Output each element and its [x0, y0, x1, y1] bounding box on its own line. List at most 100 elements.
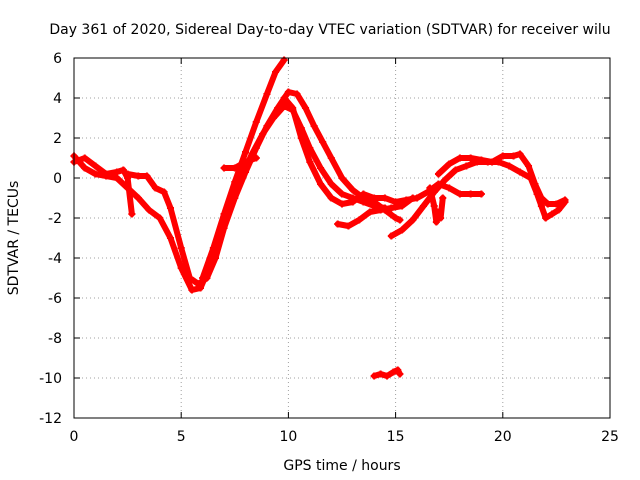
- data-point: [510, 152, 518, 160]
- y-tick-label: -6: [48, 291, 62, 307]
- x-tick-label: 20: [494, 429, 512, 445]
- chart-title: Day 361 of 2020, Sidereal Day-to-day VTE…: [49, 22, 610, 38]
- x-tick-label: 25: [601, 429, 619, 445]
- data-point: [561, 196, 569, 204]
- data-point: [387, 204, 395, 212]
- data-point: [456, 190, 464, 198]
- data-point: [317, 180, 325, 188]
- data-point: [531, 180, 539, 188]
- y-tick-label: -10: [39, 371, 62, 387]
- grid: [74, 58, 610, 418]
- data-point: [151, 184, 159, 192]
- data-point: [160, 188, 168, 196]
- data-point: [280, 94, 288, 102]
- data-point: [113, 168, 121, 176]
- data-point: [555, 206, 563, 214]
- data-point: [398, 202, 406, 210]
- data-point: [194, 280, 202, 288]
- data-point: [124, 170, 132, 178]
- data-point: [199, 274, 207, 282]
- series-track-d: [199, 56, 288, 282]
- y-tick-label: 4: [53, 91, 62, 107]
- data-point: [349, 186, 357, 194]
- data-point: [284, 88, 292, 96]
- series-line: [124, 89, 403, 287]
- data-point: [439, 194, 447, 202]
- data-point: [177, 264, 185, 272]
- data-point: [319, 138, 327, 146]
- data-point: [370, 194, 378, 202]
- data-point: [143, 172, 151, 180]
- data-point: [452, 166, 460, 174]
- data-point: [91, 170, 99, 178]
- y-tick-label: -4: [48, 251, 62, 267]
- data-point: [544, 200, 552, 208]
- data-point: [477, 190, 485, 198]
- series-track-g: [334, 194, 417, 230]
- data-point: [525, 162, 533, 170]
- data-point: [327, 154, 335, 162]
- data-point: [377, 206, 385, 214]
- data-point: [220, 164, 228, 172]
- data-point: [242, 148, 250, 156]
- y-tick-label: -8: [48, 331, 62, 347]
- data-point: [102, 170, 110, 178]
- data-point: [349, 198, 357, 206]
- axis-ticks: 0 5 10 15 20 25 -12 -10 -8 -6 -4 -2 0 2 4 6: [39, 51, 619, 445]
- plot-frame: [73, 57, 611, 419]
- data-point: [552, 200, 560, 208]
- data-point: [293, 90, 301, 98]
- data-point: [212, 254, 220, 262]
- x-tick-label: 0: [70, 429, 79, 445]
- series-track-f: [220, 154, 260, 172]
- data-point: [231, 178, 239, 186]
- data-point: [91, 162, 99, 170]
- series-line: [221, 155, 260, 171]
- data-point: [297, 134, 305, 142]
- data-point: [113, 174, 121, 182]
- data-point: [166, 234, 174, 242]
- data-point: [537, 202, 545, 210]
- data-point: [394, 366, 402, 374]
- data-point: [537, 194, 545, 202]
- data-point: [359, 190, 367, 198]
- data-point: [338, 174, 346, 182]
- data-point: [516, 168, 524, 176]
- data-point: [392, 214, 400, 222]
- series-track-i: [434, 150, 569, 208]
- data-point: [434, 170, 442, 178]
- data-point: [145, 206, 153, 214]
- data-point: [548, 210, 556, 218]
- data-point: [445, 160, 453, 168]
- data-point: [252, 118, 260, 126]
- y-axis-label: SDTVAR / TECUs: [6, 181, 22, 296]
- y-tick-label: 2: [53, 131, 62, 147]
- data-point: [441, 176, 449, 184]
- data-point: [166, 204, 174, 212]
- data-point: [188, 286, 196, 294]
- data-point: [430, 202, 438, 210]
- data-point: [306, 158, 314, 166]
- data-point: [387, 232, 395, 240]
- data-point: [242, 168, 250, 176]
- y-tick-label: -12: [39, 411, 62, 427]
- data-point: [370, 372, 378, 380]
- data-point: [542, 214, 550, 222]
- data-point: [81, 154, 89, 162]
- data-point: [499, 152, 507, 160]
- data-point: [456, 154, 464, 162]
- data-point: [134, 172, 142, 180]
- series-track-c: [124, 88, 404, 288]
- series-track-j: [426, 184, 447, 226]
- data-point: [437, 214, 445, 222]
- data-point: [209, 244, 217, 252]
- data-point: [355, 216, 363, 224]
- data-point: [317, 164, 325, 172]
- data-point: [432, 218, 440, 226]
- data-point: [516, 150, 524, 158]
- y-tick-label: 6: [53, 51, 62, 67]
- data-point: [409, 194, 417, 202]
- data-point: [252, 154, 260, 162]
- data-point: [477, 156, 485, 164]
